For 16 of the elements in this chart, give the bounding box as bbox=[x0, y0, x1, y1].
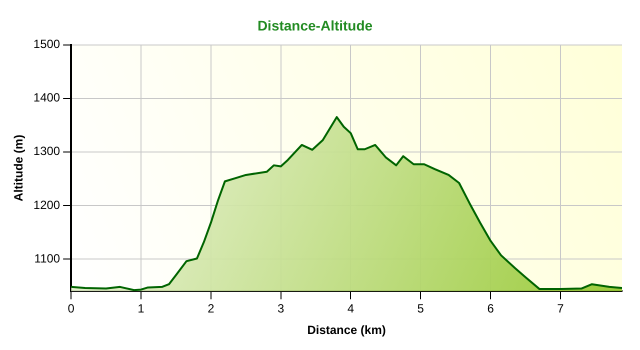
x-tick-label: 5 bbox=[417, 302, 424, 316]
x-tick-label: 0 bbox=[68, 302, 75, 316]
y-tick-label: 1400 bbox=[33, 90, 60, 105]
x-tick-label: 3 bbox=[277, 302, 284, 316]
y-tick-label: 1500 bbox=[33, 37, 60, 52]
y-tick-label: 1100 bbox=[34, 251, 60, 266]
y-tick-label: 1200 bbox=[33, 198, 60, 212]
x-tick-label: 4 bbox=[347, 302, 354, 316]
x-axis-title: Distance (km) bbox=[307, 323, 386, 338]
x-tick-label: 2 bbox=[208, 302, 215, 316]
x-tick-label: 6 bbox=[487, 302, 494, 316]
y-axis-title: Altitude (m) bbox=[12, 134, 26, 202]
chart-title: Distance-Altitude bbox=[257, 17, 373, 34]
x-tick-label: 7 bbox=[557, 302, 564, 316]
y-tick-label: 1300 bbox=[33, 144, 60, 158]
x-tick-label: 1 bbox=[138, 302, 145, 316]
